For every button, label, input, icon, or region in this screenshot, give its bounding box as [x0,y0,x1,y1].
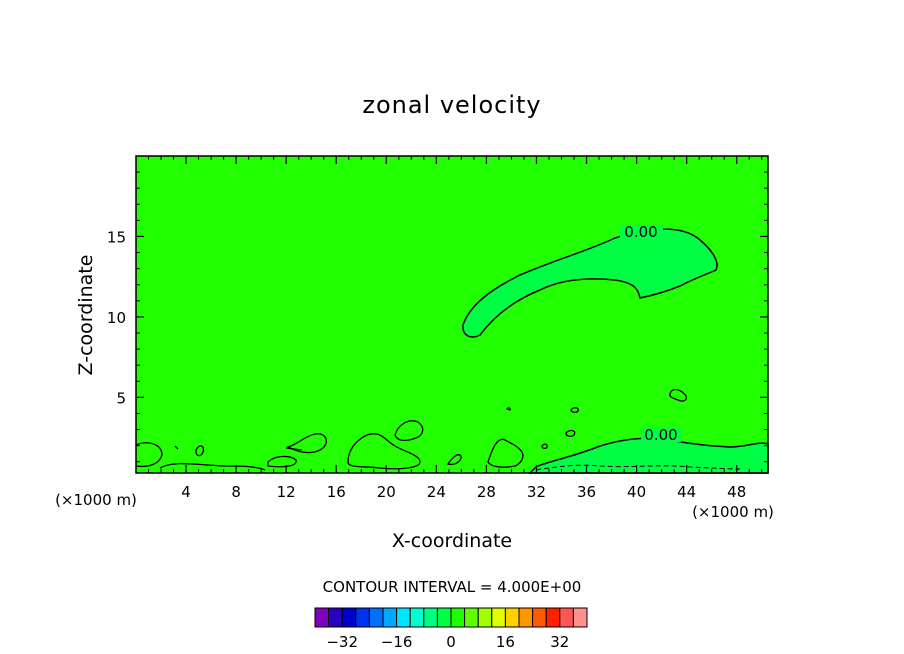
y-tick-label: 10 [107,309,126,327]
colorbar-swatch [396,607,411,628]
contour-label-bg-1 [620,225,663,239]
plot-frame [135,155,769,474]
contour-label-bg-2 [641,428,681,442]
x-tick-label: 4 [181,483,191,501]
colorbar-swatch [328,607,343,628]
y-axis-title: Z-coordinate [75,255,97,376]
y-axis-ticks: 5 10 15 [107,171,768,463]
contour-lines-surface [135,388,688,471]
x-tick-label: 20 [377,483,396,501]
x-axis-title: X-coordinate [392,530,512,552]
colorbar-tick-label: −16 [381,633,413,651]
colorbar-swatch [314,607,330,628]
colorbar-swatch [409,607,425,628]
x-tick-label: 8 [231,483,241,501]
colorbar-tick-label: 16 [496,633,515,651]
x-axis-ticks: 4 8 12 16 20 24 28 32 36 40 44 48 [148,156,763,501]
colorbar-swatch [450,607,466,628]
y-tick-label: 5 [116,389,126,407]
colorbar-swatch [518,607,534,628]
colorbar-swatch [477,607,493,628]
colorbar-swatch [355,607,370,628]
colorbar-swatch [341,607,357,628]
contour-label-upper: 0.00 [624,223,657,241]
colorbar-tick-labels: −32 −16 0 16 32 [326,633,569,651]
x-tick-label: 28 [477,483,496,501]
x-tick-label: 12 [277,483,296,501]
colorbar-swatch [532,607,547,628]
x-tick-label: 24 [427,483,446,501]
colorbar-swatch [545,607,561,628]
contour-region-upper [462,228,718,338]
colorbar-swatch [368,607,384,628]
x-tick-label: 40 [627,483,646,501]
x-tick-label: 16 [327,483,346,501]
colorbar-swatch [436,607,452,628]
colorbar-swatch [504,607,520,628]
chart-title: zonal velocity [362,91,541,119]
colorbar-tick-label: 32 [550,633,569,651]
colorbar-swatch [423,607,438,628]
y-tick-label: 15 [107,228,126,246]
colorbar-swatch [559,607,574,628]
contour-label-lower: 0.00 [644,426,677,444]
contour-interval-text: CONTOUR INTERVAL = 4.000E+00 [323,578,582,596]
colorbar-swatch [464,607,479,628]
contour-line-negative [535,464,741,471]
x-tick-label: 36 [577,483,596,501]
colorbar-tick-label: 0 [446,633,456,651]
colorbar-swatch [572,607,588,628]
colorbar-swatch [491,607,506,628]
x-unit-right: (×1000 m) [692,503,774,521]
plot-area [136,156,768,473]
x-tick-label: 44 [677,483,696,501]
colorbar-tick-label: −32 [326,633,358,651]
x-tick-label: 48 [727,483,746,501]
colorbar [314,607,588,628]
x-tick-label: 32 [527,483,546,501]
x-unit-left: (×1000 m) [55,491,137,509]
colorbar-swatch [382,607,398,628]
